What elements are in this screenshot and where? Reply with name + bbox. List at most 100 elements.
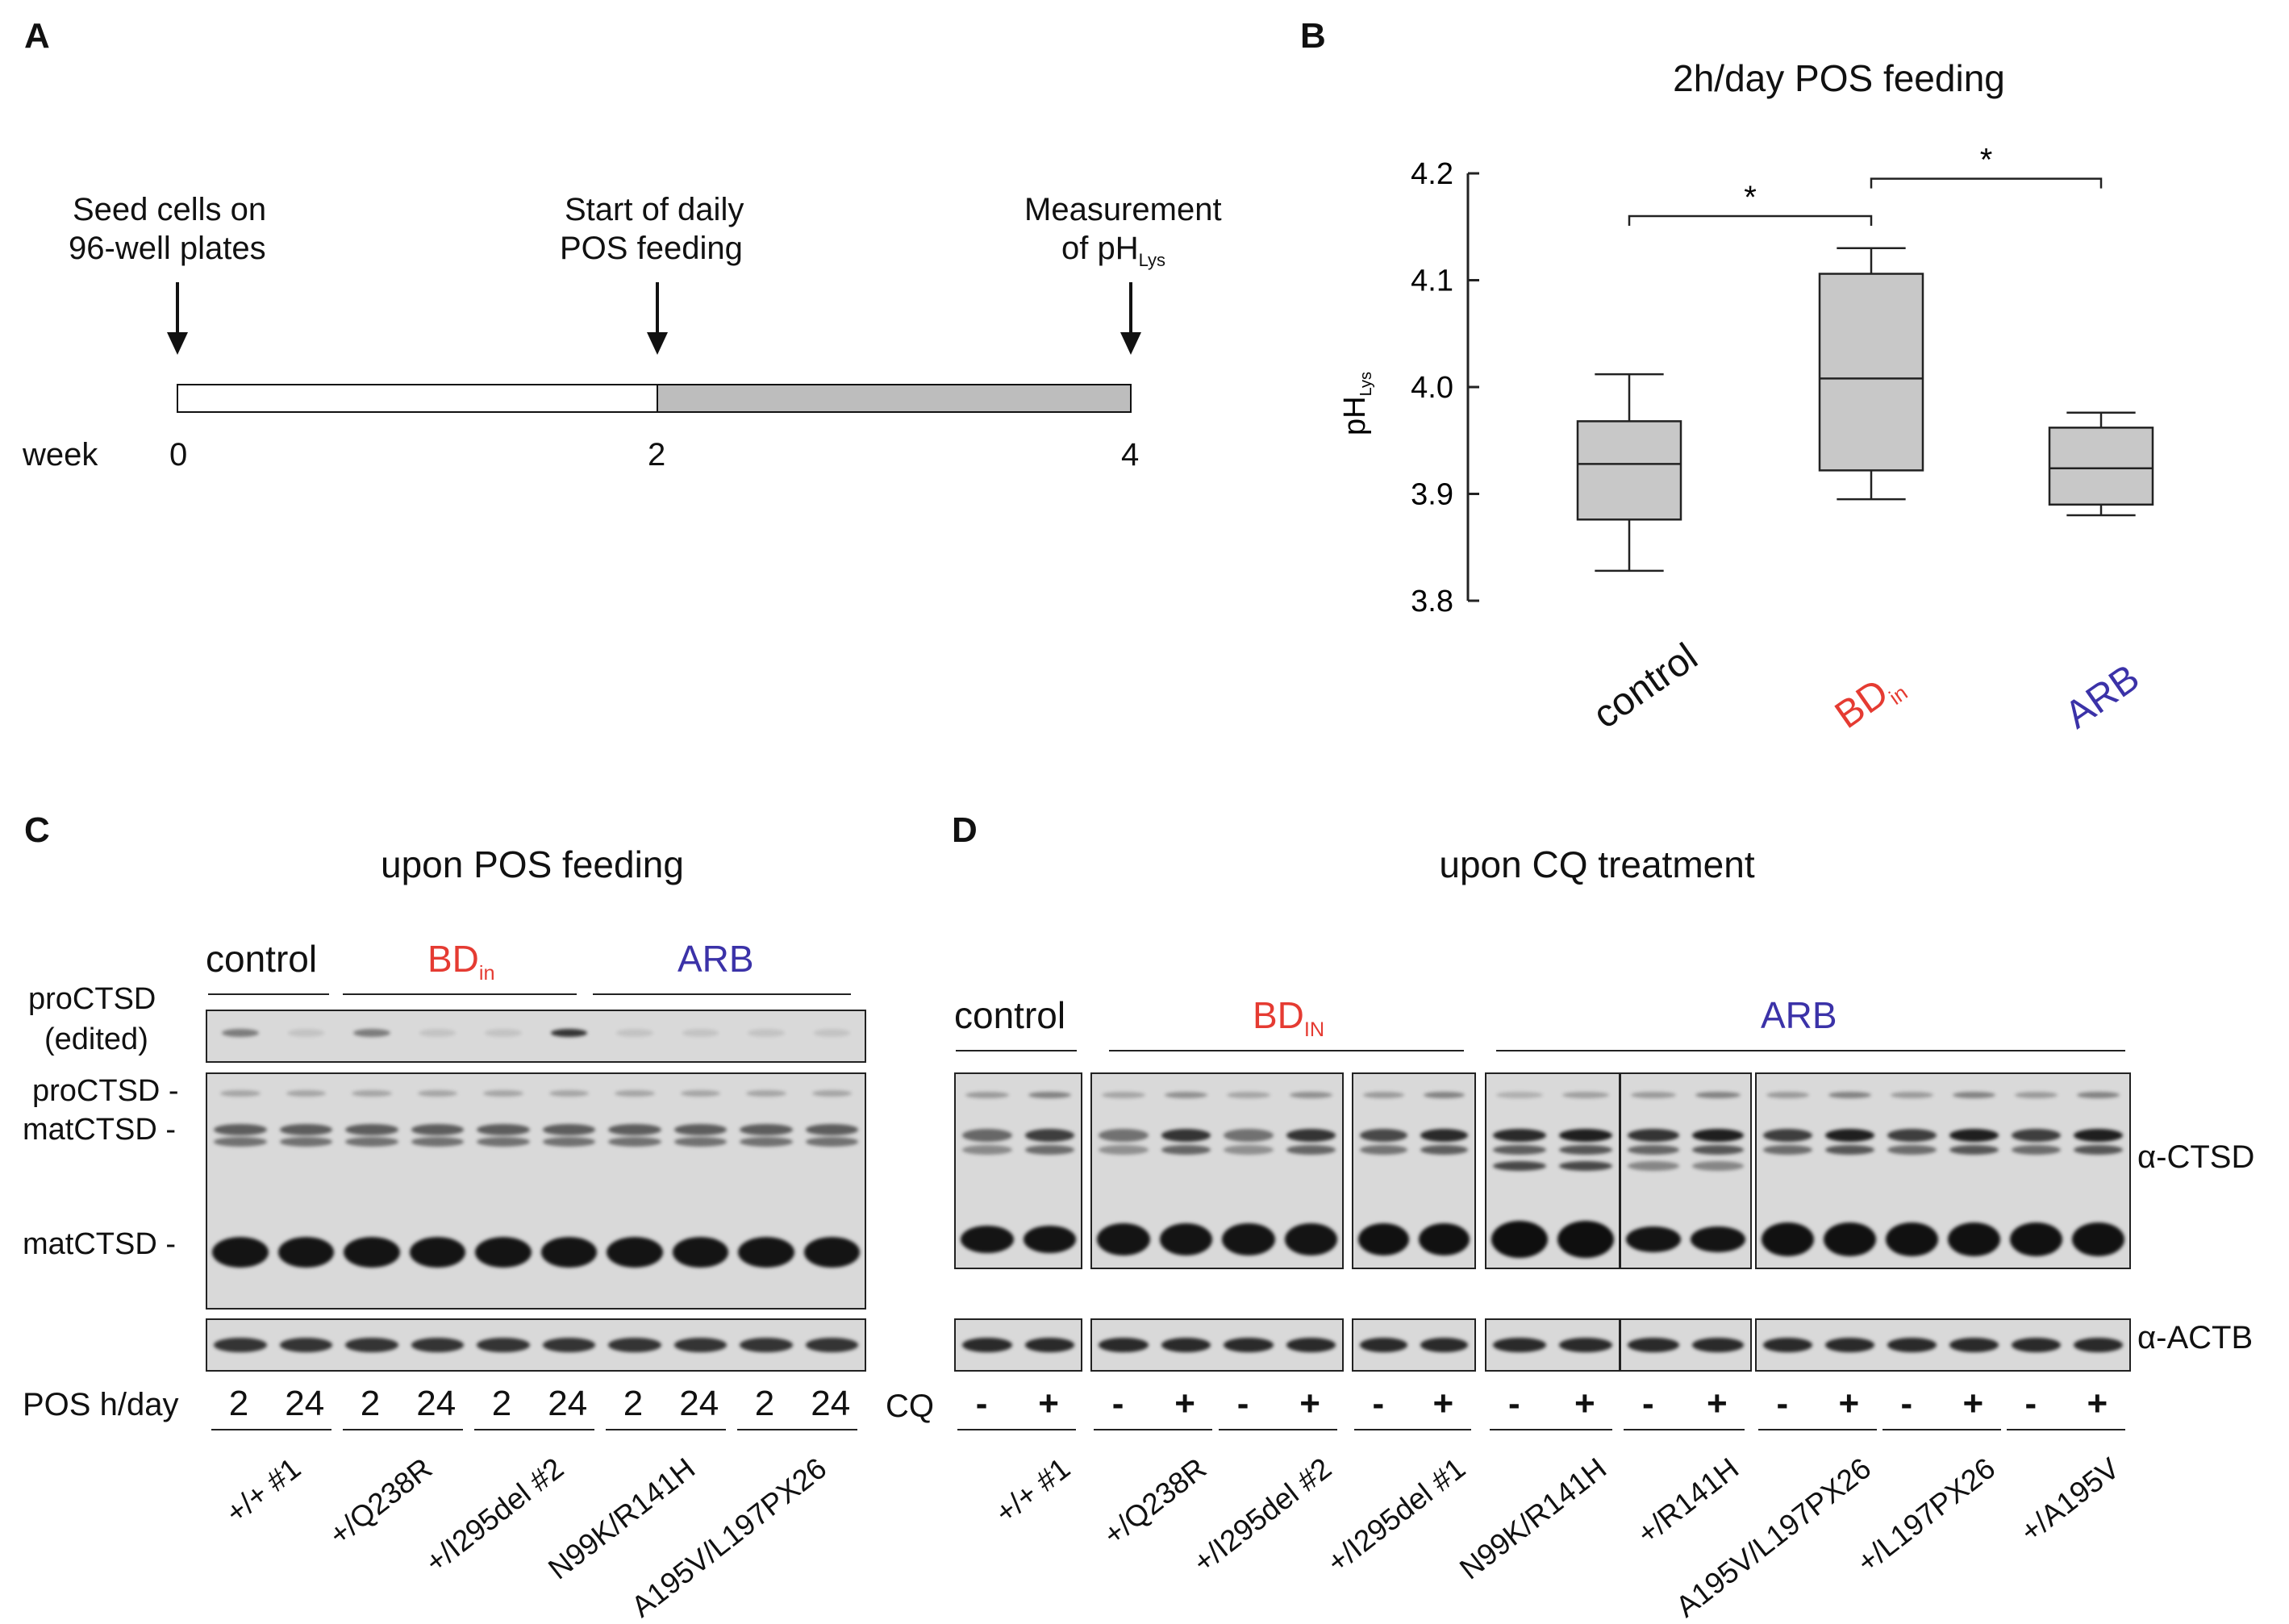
band-matctsd-lower (1491, 1221, 1548, 1258)
band-matctsd-mid (1559, 1161, 1612, 1171)
pos-value: 24 (548, 1384, 588, 1423)
band-matctsd-lower (1419, 1223, 1470, 1255)
band-procstd-edited (222, 1029, 259, 1037)
cq-minus: - (2024, 1384, 2037, 1423)
band-actb (1224, 1338, 1274, 1352)
band-matctsd-upper (542, 1124, 595, 1135)
band-matctsd-upper (345, 1124, 398, 1135)
blot-ctsd (206, 1072, 866, 1310)
band-matctsd-upper-2 (1099, 1145, 1149, 1155)
blot-ctsd-segment (1620, 1072, 1752, 1269)
band-actb (1763, 1338, 1812, 1352)
d-group-line-arb (1496, 1050, 2125, 1051)
band-matctsd-upper-2 (411, 1137, 464, 1147)
event-measure-line1: Measurement (1024, 192, 1222, 227)
band-matctsd-lower (1824, 1222, 1876, 1256)
sample-underline (1490, 1429, 1612, 1430)
band-matctsd-upper-2 (740, 1137, 793, 1147)
y-tick-label: 3.8 (1411, 585, 1453, 618)
band-matctsd-upper (1887, 1129, 1937, 1142)
band-matctsd-lower (1023, 1226, 1076, 1253)
band-matctsd-upper (608, 1124, 661, 1135)
blot-actb (206, 1318, 866, 1372)
band-actb (1420, 1338, 1468, 1352)
band-matctsd-lower (1358, 1223, 1409, 1255)
panel-label-d: D (952, 810, 978, 850)
sample-underline (606, 1429, 726, 1430)
band-matctsd-upper-2 (1161, 1145, 1211, 1155)
d-group-line-bd (1109, 1050, 1464, 1051)
band-matctsd-upper (214, 1124, 267, 1135)
pos-value: 24 (416, 1384, 457, 1423)
panel-label-c: C (24, 810, 50, 850)
cq-plus: + (1299, 1384, 1320, 1423)
timeline-bar-untreated (177, 384, 658, 413)
band-matctsd-lower (1159, 1223, 1212, 1255)
band-procstd (1562, 1092, 1609, 1098)
band-matctsd-lower (475, 1237, 532, 1268)
band-actb (1161, 1338, 1211, 1352)
blot-actb-segment (1352, 1318, 1476, 1372)
band-procstd (811, 1090, 852, 1097)
bracket-line (1628, 214, 1873, 226)
event-seed-line1: Seed cells on (73, 192, 267, 227)
cq-plus: + (1432, 1384, 1454, 1423)
band-actb (1493, 1338, 1546, 1352)
sample-label: +/L197PX26 (1850, 1451, 2001, 1580)
blot-actb-segment (954, 1318, 1082, 1372)
blot-ctsd-segment (1090, 1072, 1344, 1269)
band-matctsd-upper-2 (1360, 1145, 1407, 1155)
y-axis-label: pHLys (1338, 372, 1375, 435)
row-label-pro: proCTSD - (32, 1074, 179, 1108)
sample-underline (1353, 1429, 1471, 1430)
band-matctsd-upper (279, 1124, 332, 1135)
band-matctsd-upper-2 (1493, 1145, 1546, 1155)
band-actb (1024, 1338, 1074, 1352)
band-matctsd-upper-2 (345, 1137, 398, 1147)
significance-star: * (1744, 180, 1757, 215)
band-matctsd-lower (2072, 1222, 2124, 1256)
pos-value: 2 (491, 1384, 512, 1423)
band-matctsd-mid (1628, 1161, 1679, 1171)
band-matctsd-upper-2 (1825, 1145, 1874, 1155)
panel-c-title: upon POS feeding (381, 843, 684, 885)
cq-plus: + (1174, 1384, 1195, 1423)
band-matctsd-lower (607, 1237, 663, 1268)
band-procstd (286, 1090, 326, 1097)
band-matctsd-lower (1284, 1223, 1337, 1255)
row-label-mat1: matCTSD - (23, 1113, 176, 1147)
band-matctsd-upper-2 (1224, 1145, 1274, 1155)
band-actb (1887, 1338, 1937, 1352)
band-matctsd-upper-2 (1949, 1145, 1999, 1155)
band-matctsd-upper (1420, 1129, 1468, 1142)
event-feeding-line1: Start of daily (565, 192, 744, 227)
band-procstd-edited (616, 1029, 653, 1037)
sample-label: +/A195V (2013, 1451, 2125, 1549)
band-matctsd-upper-2 (542, 1137, 595, 1147)
cq-minus: - (1508, 1384, 1520, 1423)
antibody-ctsd: α-CTSD (2137, 1139, 2255, 1175)
band-procstd (417, 1090, 457, 1097)
chart-title: 2h/day POS feeding (1673, 57, 2005, 99)
panel-label-b: B (1300, 16, 1326, 56)
blot-actb-segment (1755, 1318, 2131, 1372)
band-actb (1628, 1338, 1679, 1352)
band-matctsd-upper (805, 1124, 858, 1135)
band-matctsd-lower (1222, 1223, 1275, 1255)
cq-minus: - (1372, 1384, 1385, 1423)
band-procstd (746, 1090, 786, 1097)
d-group-label-bd: BDIN (1253, 994, 1325, 1042)
band-matctsd-upper (2074, 1129, 2123, 1142)
band-actb (2012, 1338, 2061, 1352)
band-procstd (1828, 1092, 1871, 1098)
band-actb (411, 1338, 464, 1352)
band-procstd (220, 1090, 261, 1097)
event-measure-line2: of pHLys (1061, 231, 1166, 270)
band-procstd (1227, 1092, 1270, 1098)
band-procstd-edited (682, 1029, 719, 1037)
band-matctsd-upper-2 (477, 1137, 530, 1147)
cq-plus: + (1574, 1384, 1595, 1423)
band-procstd-edited (419, 1029, 456, 1037)
band-procstd (483, 1090, 523, 1097)
cq-minus: - (1776, 1384, 1789, 1423)
